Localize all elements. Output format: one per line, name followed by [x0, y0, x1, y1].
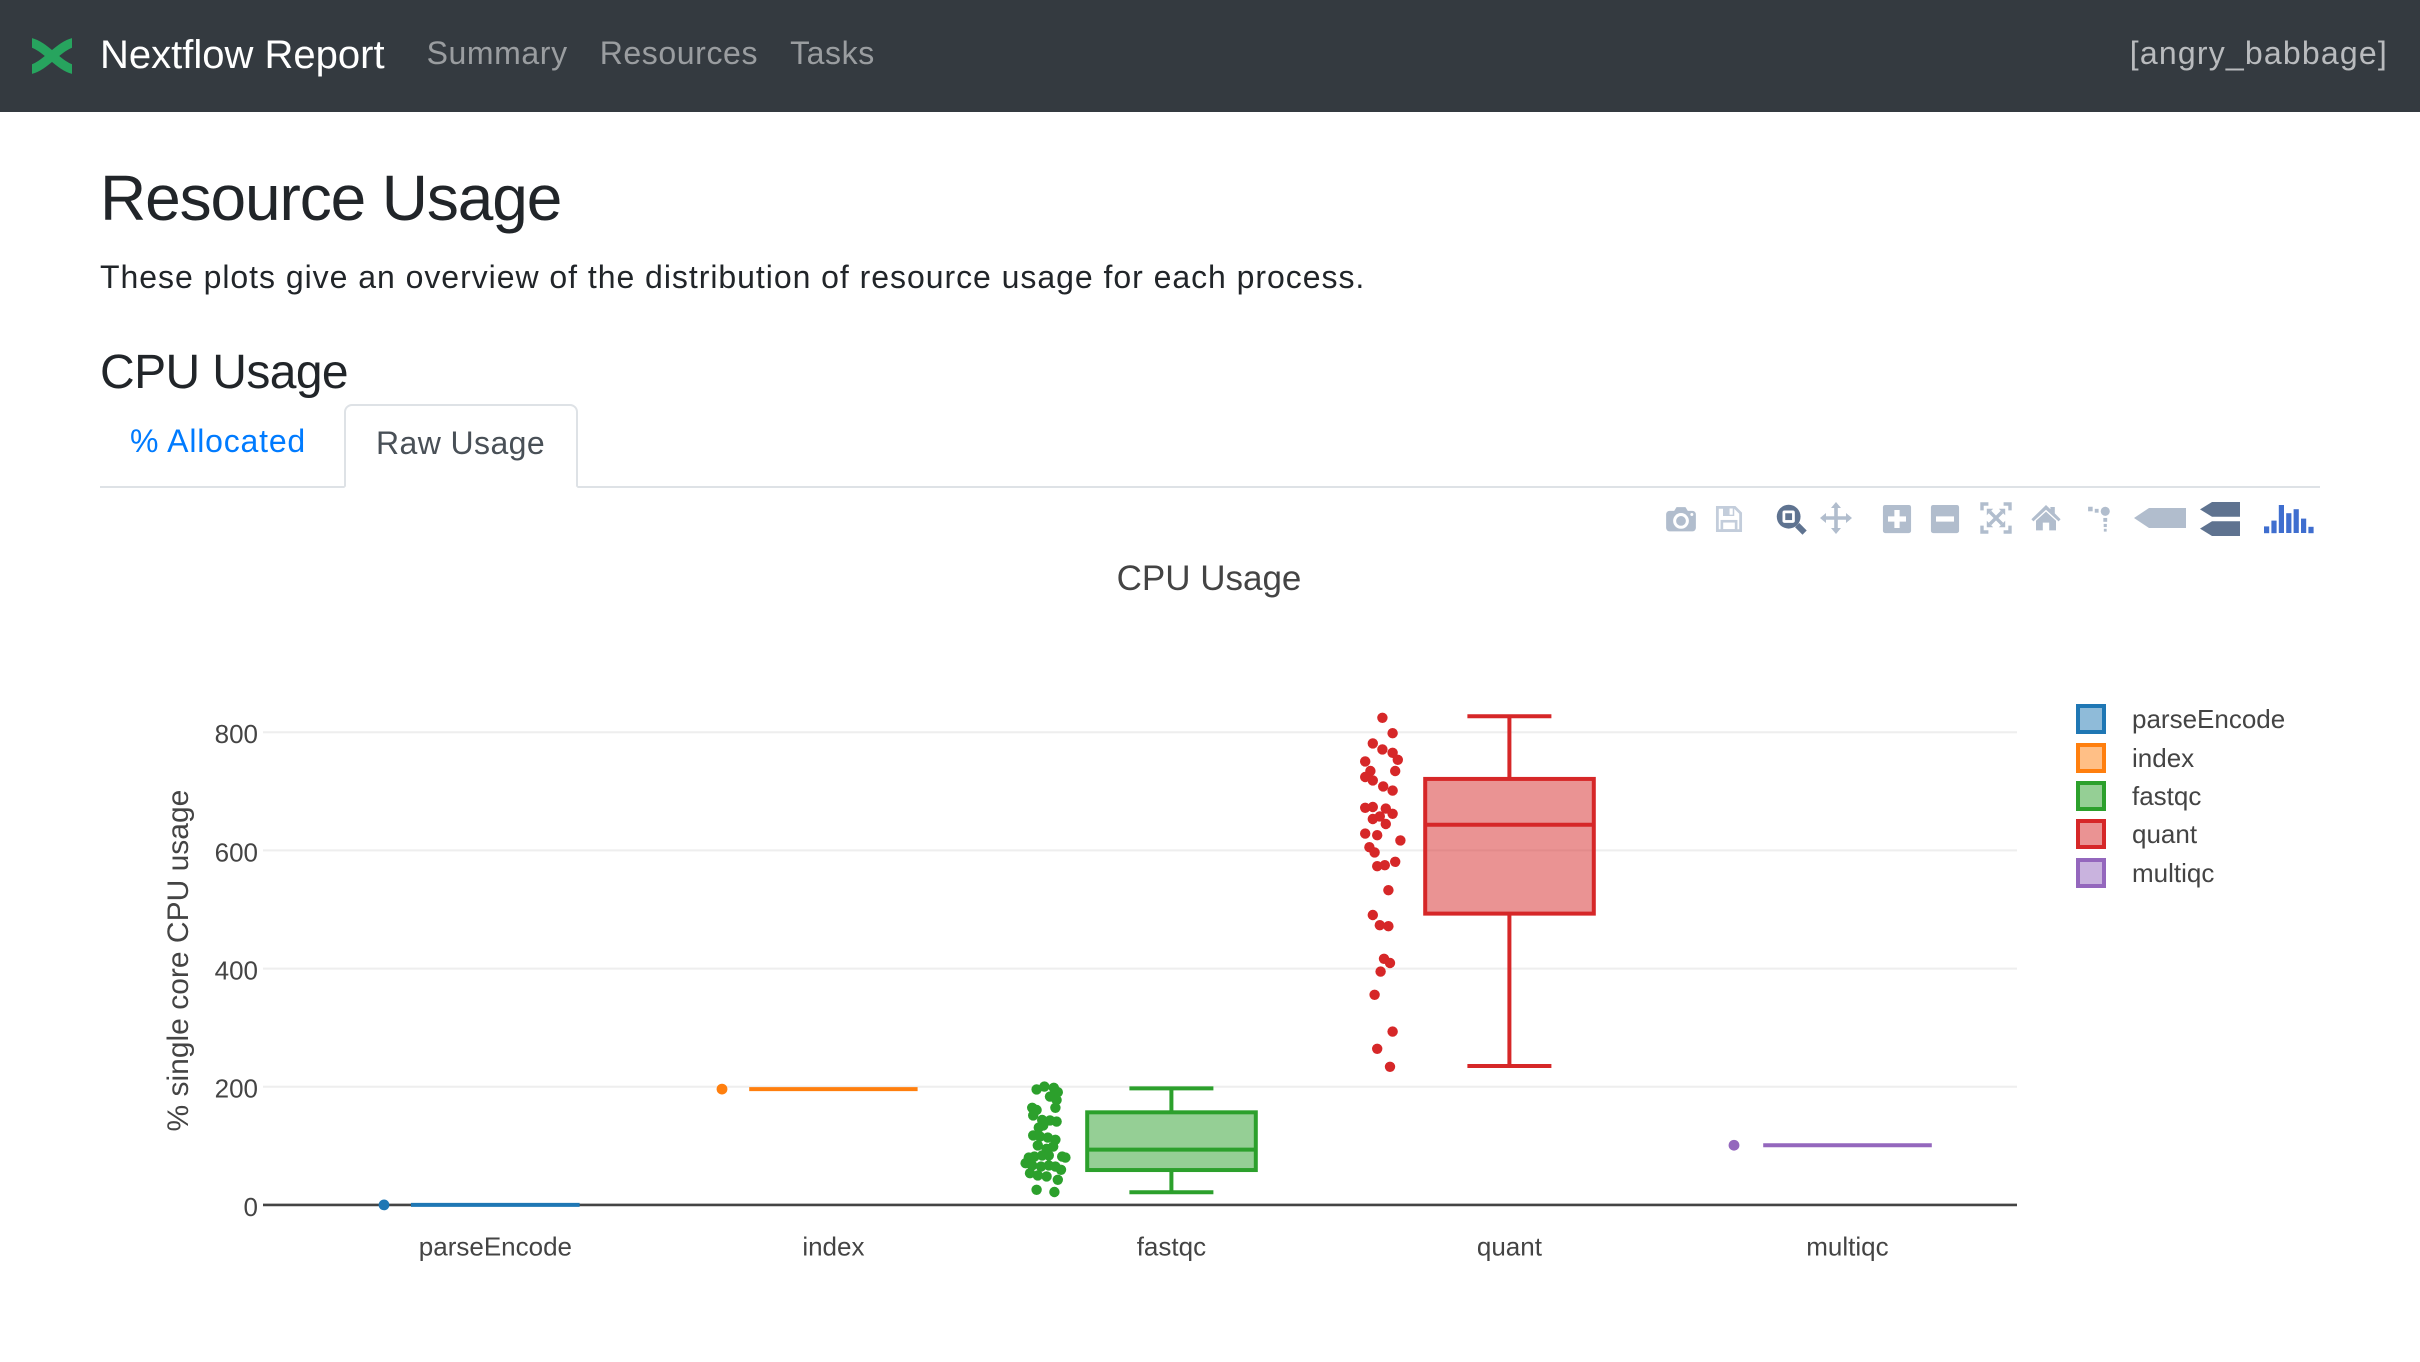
svg-text:600: 600 — [215, 837, 258, 867]
svg-text:CPU Usage: CPU Usage — [1117, 559, 1302, 598]
svg-text:parseEncode: parseEncode — [419, 1232, 572, 1262]
svg-text:multiqc: multiqc — [2132, 858, 2214, 888]
svg-text:% single core CPU usage: % single core CPU usage — [162, 790, 195, 1132]
svg-text:0: 0 — [244, 1192, 258, 1222]
svg-text:quant: quant — [1477, 1232, 1543, 1262]
svg-text:index: index — [2132, 743, 2194, 773]
svg-text:index: index — [802, 1232, 864, 1262]
svg-text:multiqc: multiqc — [1806, 1232, 1888, 1262]
svg-text:parseEncode: parseEncode — [2132, 704, 2285, 734]
svg-text:200: 200 — [215, 1074, 258, 1104]
svg-text:800: 800 — [215, 719, 258, 749]
svg-text:400: 400 — [215, 956, 258, 986]
svg-text:fastqc: fastqc — [2132, 781, 2201, 811]
svg-text:fastqc: fastqc — [1137, 1232, 1206, 1262]
svg-text:quant: quant — [2132, 819, 2198, 849]
